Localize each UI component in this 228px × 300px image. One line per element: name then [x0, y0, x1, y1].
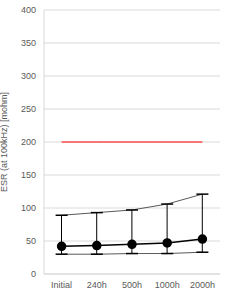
svg-text:2000h: 2000h: [190, 280, 215, 290]
svg-text:400: 400: [21, 5, 36, 15]
svg-text:200: 200: [21, 137, 36, 147]
svg-text:500h: 500h: [122, 280, 142, 290]
svg-text:50: 50: [26, 236, 36, 246]
svg-text:250: 250: [21, 104, 36, 114]
svg-text:1000h: 1000h: [155, 280, 180, 290]
svg-text:0: 0: [31, 269, 36, 279]
svg-text:ESR (at 100kHz) [mohm]: ESR (at 100kHz) [mohm]: [8, 92, 9, 192]
svg-text:150: 150: [21, 170, 36, 180]
svg-text:Initial: Initial: [51, 280, 72, 290]
svg-text:350: 350: [21, 38, 36, 48]
svg-text:240h: 240h: [87, 280, 107, 290]
svg-text:300: 300: [21, 71, 36, 81]
svg-text:100: 100: [21, 203, 36, 213]
